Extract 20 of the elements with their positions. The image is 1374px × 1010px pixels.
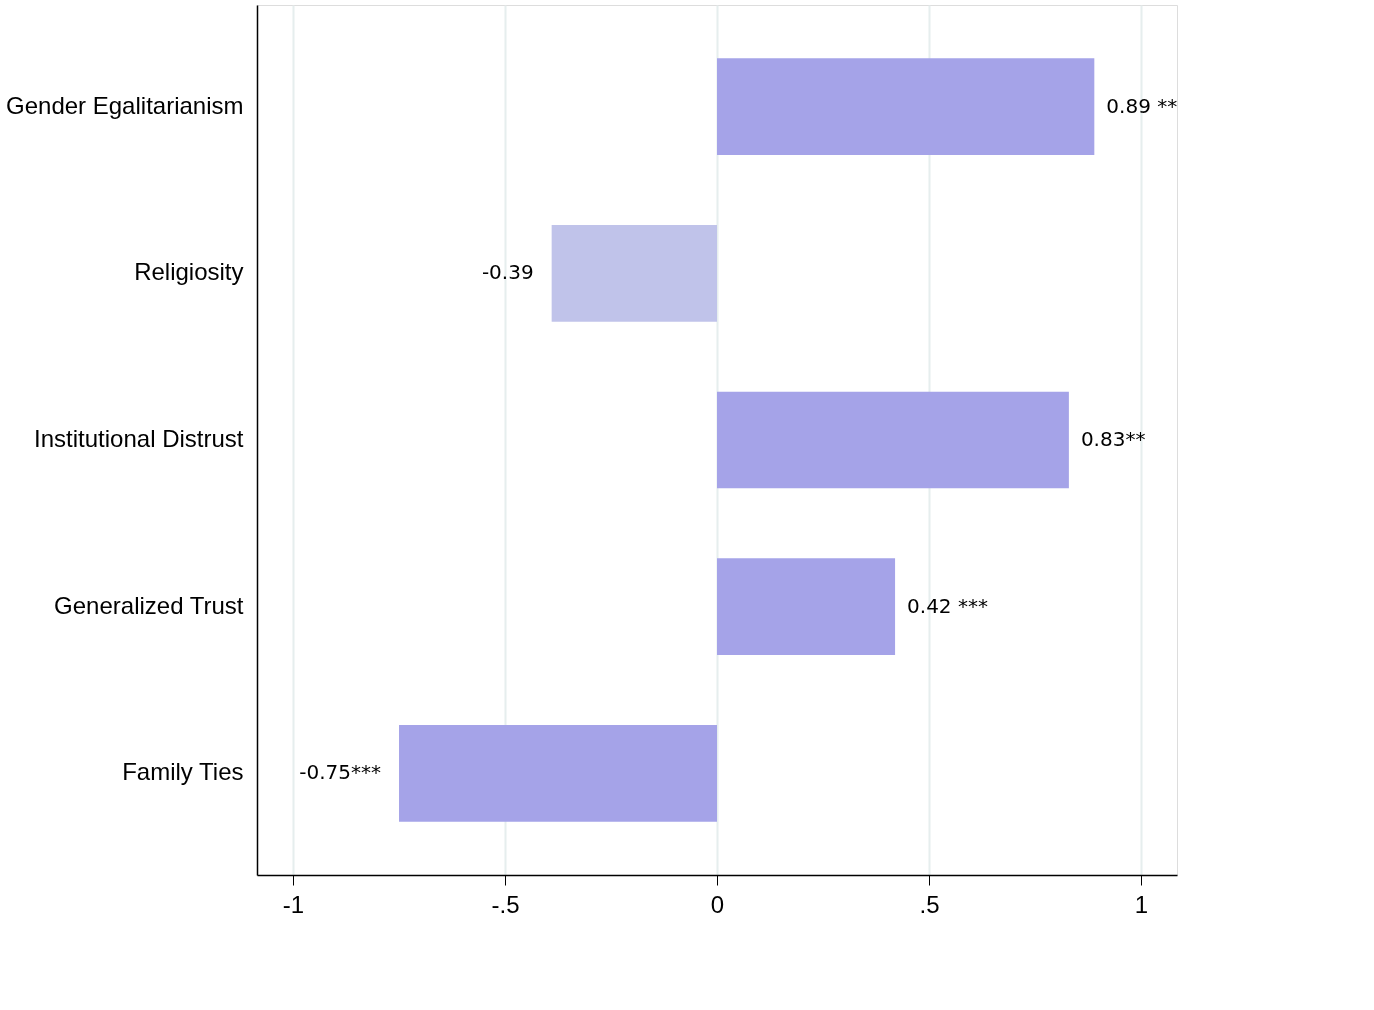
bar [717, 58, 1095, 155]
bar [399, 725, 717, 822]
x-tick-label: -1 [282, 890, 305, 918]
y-tick-label: Institutional Distrust [34, 425, 244, 452]
bar [717, 558, 896, 655]
y-tick-label: Generalized Trust [54, 591, 244, 619]
data-label: -0.75*** [299, 760, 382, 785]
x-tick-label: .5 [919, 890, 940, 918]
y-tick-label: Family Ties [122, 758, 244, 786]
x-tick-label: -.5 [491, 890, 520, 918]
y-tick-label: Gender Egalitarianism [6, 91, 244, 119]
bar [717, 391, 1069, 489]
bar [551, 225, 717, 322]
data-label: -0.39 [481, 260, 534, 285]
x-tick-label: 0 [710, 890, 725, 918]
y-tick-label: Religiosity [134, 258, 244, 286]
data-label: 0.83** [1080, 427, 1146, 451]
x-tick-label: 1 [1134, 890, 1149, 918]
data-label: 0.42 *** [907, 593, 988, 618]
data-label: 0.89 ** [1106, 93, 1178, 118]
